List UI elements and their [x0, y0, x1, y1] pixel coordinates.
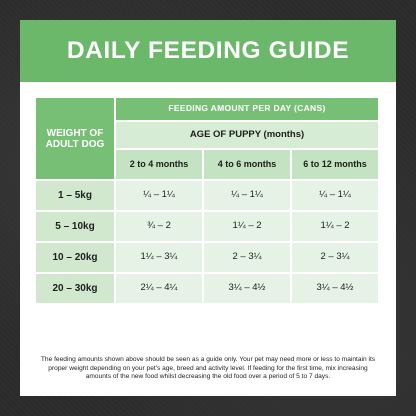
- table-row: 10 – 20kg 1¼ – 3¼ 2 – 3¼ 2 – 3¼: [36, 243, 378, 272]
- weight-cell: 1 – 5kg: [36, 181, 114, 210]
- table-row: 1 – 5kg ¼ – 1¼ ¼ – 1¼ ¼ – 1¼: [36, 181, 378, 210]
- table-row: 5 – 10kg ¾ – 2 1¼ – 2 1¼ – 2: [36, 212, 378, 241]
- table-row: 20 – 30kg 2¼ – 4¼ 3¼ – 4½ 3¼ – 4½: [36, 274, 378, 303]
- value-cell: 1¼ – 2: [292, 212, 378, 241]
- column-header-2-4-months: 2 to 4 months: [116, 150, 202, 179]
- weight-cell: 10 – 20kg: [36, 243, 114, 272]
- column-header-6-12-months: 6 to 12 months: [292, 150, 378, 179]
- value-cell: 2 – 3¼: [292, 243, 378, 272]
- feeding-amount-header: FEEDING AMOUNT PER DAY (CANS): [116, 98, 378, 120]
- value-cell: 3¼ – 4½: [292, 274, 378, 303]
- value-cell: ¼ – 1¼: [116, 181, 202, 210]
- value-cell: 3¼ – 4½: [204, 274, 290, 303]
- value-cell: ¼ – 1¼: [292, 181, 378, 210]
- value-cell: 1¼ – 3¼: [116, 243, 202, 272]
- value-cell: 1¼ – 2: [204, 212, 290, 241]
- value-cell: ¼ – 1¼: [204, 181, 290, 210]
- table-body: 1 – 5kg ¼ – 1¼ ¼ – 1¼ ¼ – 1¼ 5 – 10kg ¾ …: [36, 181, 378, 305]
- page-title: DAILY FEEDING GUIDE: [66, 37, 350, 64]
- weight-column-header: WEIGHT OF ADULT DOG: [36, 98, 114, 179]
- weight-cell: 20 – 30kg: [36, 274, 114, 303]
- feeding-guide-card: DAILY FEEDING GUIDE WEIGHT OF ADULT DOG …: [20, 20, 396, 396]
- title-banner: DAILY FEEDING GUIDE: [20, 20, 396, 82]
- table-header: WEIGHT OF ADULT DOG FEEDING AMOUNT PER D…: [36, 98, 378, 216]
- value-cell: ¾ – 2: [116, 212, 202, 241]
- age-of-puppy-header: AGE OF PUPPY (months): [116, 122, 378, 148]
- value-cell: 2 – 3¼: [204, 243, 290, 272]
- column-header-4-6-months: 4 to 6 months: [204, 150, 290, 179]
- value-cell: 2¼ – 4¼: [116, 274, 202, 303]
- weight-cell: 5 – 10kg: [36, 212, 114, 241]
- feeding-table: WEIGHT OF ADULT DOG FEEDING AMOUNT PER D…: [36, 98, 378, 303]
- feeding-disclaimer: The feeding amounts shown above should b…: [40, 356, 376, 381]
- card-body: WEIGHT OF ADULT DOG FEEDING AMOUNT PER D…: [20, 82, 396, 396]
